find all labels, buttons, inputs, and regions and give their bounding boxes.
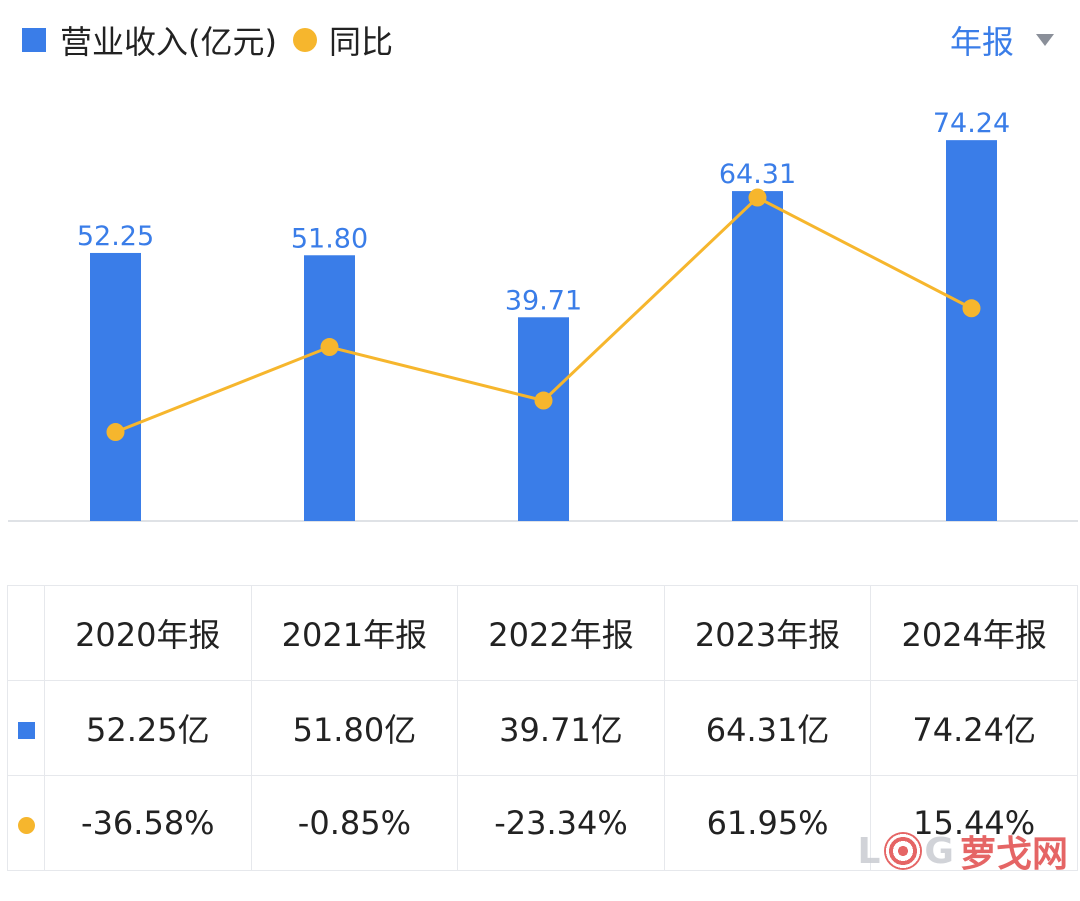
yoy-legend-label: 同比 — [328, 23, 393, 61]
revenue-cell: 51.80亿 — [250, 680, 459, 776]
chart-legend: 营业收入(亿元) 同比 — [22, 18, 393, 62]
revenue-legend-swatch — [22, 28, 46, 52]
revenue-cell: 52.25亿 — [44, 680, 252, 776]
watermark-logo: L G 萝戈网 — [857, 824, 1068, 878]
yoy-cell: 61.95% — [663, 775, 872, 871]
bar-value-labels: 52.25 51.80 39.71 64.31 74.24 — [77, 108, 1010, 316]
yoy-points — [106, 188, 981, 442]
revenue-cell: 74.24亿 — [870, 680, 1078, 776]
table-header-cell: 2024年报 — [870, 585, 1078, 681]
dot-icon — [17, 817, 35, 834]
bar-value-label: 74.24 — [933, 108, 1010, 139]
bar-value-label: 51.80 — [291, 223, 368, 254]
target-icon — [884, 832, 923, 870]
table-header-cell: 2020年报 — [44, 585, 252, 681]
revenue-cell: 39.71亿 — [457, 680, 665, 776]
revenue-cell: 64.31亿 — [663, 680, 872, 776]
square-icon — [17, 722, 35, 739]
table-header-row: 2020年报 2021年报 2022年报 2023年报 2024年报 — [7, 585, 1078, 681]
table-header-cell: 2023年报 — [663, 585, 872, 681]
yoy-point — [106, 423, 125, 442]
yoy-cell: -0.85% — [250, 775, 459, 871]
table-corner-cell — [7, 585, 45, 681]
chevron-down-icon — [1036, 34, 1054, 46]
revenue-bar — [946, 140, 997, 521]
bar-value-label: 39.71 — [505, 285, 582, 316]
yoy-row-marker — [7, 775, 45, 871]
bar-series — [90, 140, 997, 522]
revenue-bar — [732, 191, 783, 521]
revenue-bar — [90, 252, 141, 521]
table-header-cell: 2022年报 — [457, 585, 665, 681]
yoy-cell: -36.58% — [44, 775, 252, 871]
revenue-legend-label: 营业收入(亿元) — [60, 23, 277, 61]
summary-table: 2020年报 2021年报 2022年报 2023年报 2024年报 52.25… — [7, 585, 1078, 871]
yoy-point — [534, 391, 553, 410]
watermark-text: 萝戈网 — [959, 834, 1068, 875]
revenue-chart: 52.25 51.80 39.71 64.31 74.24 — [8, 108, 1078, 522]
period-dropdown-value: 年报 — [949, 23, 1014, 61]
yoy-legend-swatch — [292, 28, 317, 52]
bar-value-label: 64.31 — [719, 159, 796, 190]
revenue-bar — [304, 255, 355, 522]
yoy-point — [748, 188, 767, 207]
yoy-point — [962, 299, 981, 318]
revenue-bar — [518, 317, 569, 521]
period-dropdown[interactable]: 年报 — [950, 18, 1054, 62]
watermark-letter-l: L — [857, 830, 883, 872]
yoy-point — [320, 338, 339, 357]
table-header-cell: 2021年报 — [250, 585, 459, 681]
watermark-letter-g: G — [924, 830, 956, 872]
table-row-revenue: 52.25亿 51.80亿 39.71亿 64.31亿 74.24亿 — [7, 680, 1078, 776]
yoy-cell: -23.34% — [457, 775, 665, 871]
revenue-row-marker — [7, 680, 45, 776]
bar-value-label: 52.25 — [77, 221, 154, 252]
